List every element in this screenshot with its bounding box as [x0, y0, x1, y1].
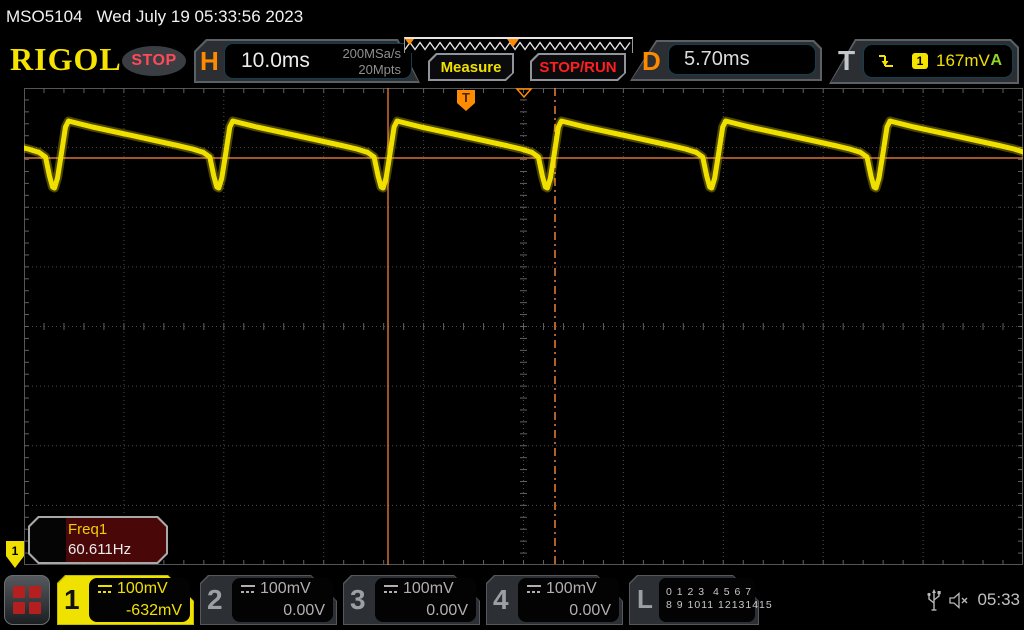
stop-run-button[interactable]: STOP/RUN: [530, 53, 626, 81]
main-menu-button[interactable]: [4, 575, 50, 625]
menu-grid-icon: [13, 586, 41, 614]
memory-depth: 20Mpts: [358, 62, 401, 77]
trigger-label: T: [838, 45, 856, 76]
sample-rate-block: 200MSa/s 20Mpts: [342, 46, 401, 78]
tray-time: 05:33: [977, 590, 1020, 609]
channel1-ground-marker[interactable]: 1: [6, 541, 24, 569]
trigger-settings-block[interactable]: T 1 167mV A: [829, 39, 1019, 84]
memory-trigger-marker-icon: [507, 39, 519, 47]
channel1-ground-marker-icon: [6, 541, 24, 568]
sample-rate: 200MSa/s: [342, 46, 401, 61]
dc-coupling-icon: [384, 585, 398, 593]
horizontal-settings-block[interactable]: H 10.0ms 200MSa/s 20Mpts: [194, 39, 420, 83]
waveform-display-area[interactable]: T: [0, 88, 1024, 565]
rigol-logo: RIGOL: [10, 41, 122, 77]
falling-edge-icon: [879, 55, 893, 67]
trigger-level-value: 167mV: [936, 51, 990, 70]
la-tab-label: L: [637, 584, 653, 614]
speaker-muted-icon[interactable]: [949, 591, 969, 609]
trigger-source-badge: 1: [912, 53, 928, 69]
zigzag-waveform-icon: [404, 39, 631, 51]
horizontal-label: H: [200, 46, 219, 76]
channel-number: 4: [493, 584, 509, 615]
dc-coupling-icon: [241, 585, 255, 593]
delay-settings-block[interactable]: D 5.70ms: [630, 40, 822, 81]
measure-button[interactable]: Measure: [428, 53, 514, 81]
acquisition-status-badge: STOP: [122, 46, 186, 76]
record-start-marker-icon: [405, 39, 414, 45]
measurement-result-box[interactable]: Freq1 60.611Hz: [28, 516, 168, 564]
timebase-value: 10.0ms: [241, 49, 310, 72]
trigger-position-flag: [457, 90, 475, 111]
channel-scale: 100mV: [403, 580, 454, 597]
usb-icon[interactable]: [927, 588, 942, 612]
channel-offset: 0.00V: [569, 602, 611, 619]
channel-offset: 0.00V: [426, 602, 468, 619]
channel-number: 3: [350, 584, 366, 615]
timebase-box[interactable]: 10.0ms 200MSa/s 20Mpts: [224, 43, 412, 79]
channel-value-box: 100mV -632mV: [89, 578, 190, 622]
stop-run-button-label: STOP/RUN: [532, 55, 624, 79]
channel-value-box: 100mV 0.00V: [232, 578, 333, 622]
delay-label: D: [642, 46, 661, 76]
channel-number: 2: [207, 584, 223, 615]
channel-scale: 100mV: [260, 580, 311, 597]
measurement-value: 60.611Hz: [68, 541, 132, 558]
channel-scale: 100mV: [117, 580, 168, 597]
channel-offset: 0.00V: [283, 602, 325, 619]
measurement-box-body: [30, 518, 166, 562]
model-name: MSO5104: [6, 6, 83, 26]
channel-1-tab[interactable]: 1 100mV -632mV: [57, 575, 194, 625]
datetime-text: Wed July 19 05:33:56 2023: [96, 6, 304, 26]
svg-text:T: T: [462, 90, 470, 105]
channel-2-tab[interactable]: 2 100mV 0.00V: [200, 575, 337, 625]
channel-offset: -632mV: [125, 602, 182, 619]
measurement-name: Freq1: [68, 521, 108, 538]
top-status-bar: MSO5104 Wed July 19 05:33:56 2023: [0, 0, 1024, 33]
channel-4-tab[interactable]: 4 100mV 0.00V: [486, 575, 623, 625]
channel-value-box: 100mV 0.00V: [518, 578, 619, 622]
dc-coupling-icon: [98, 585, 112, 593]
delay-value: 5.70ms: [684, 48, 750, 70]
trigger-sweep-mode: A: [990, 52, 1002, 69]
channel-scale: 100mV: [546, 580, 597, 597]
channel-number: 1: [64, 584, 80, 615]
channel1-ground-marker-label: 1: [11, 544, 19, 558]
channel-value-box: 100mV 0.00V: [375, 578, 476, 622]
delay-box[interactable]: 5.70ms: [668, 44, 816, 75]
measure-button-label: Measure: [430, 55, 512, 79]
channel-3-tab[interactable]: 3 100mV 0.00V: [343, 575, 480, 625]
graticule-and-waveform: T: [0, 88, 1024, 565]
trigger-box[interactable]: 1 167mV A: [863, 44, 1013, 78]
memory-position-bar[interactable]: [404, 37, 633, 53]
dc-coupling-icon: [527, 585, 541, 593]
status-tray: 05:33: [927, 575, 1020, 625]
